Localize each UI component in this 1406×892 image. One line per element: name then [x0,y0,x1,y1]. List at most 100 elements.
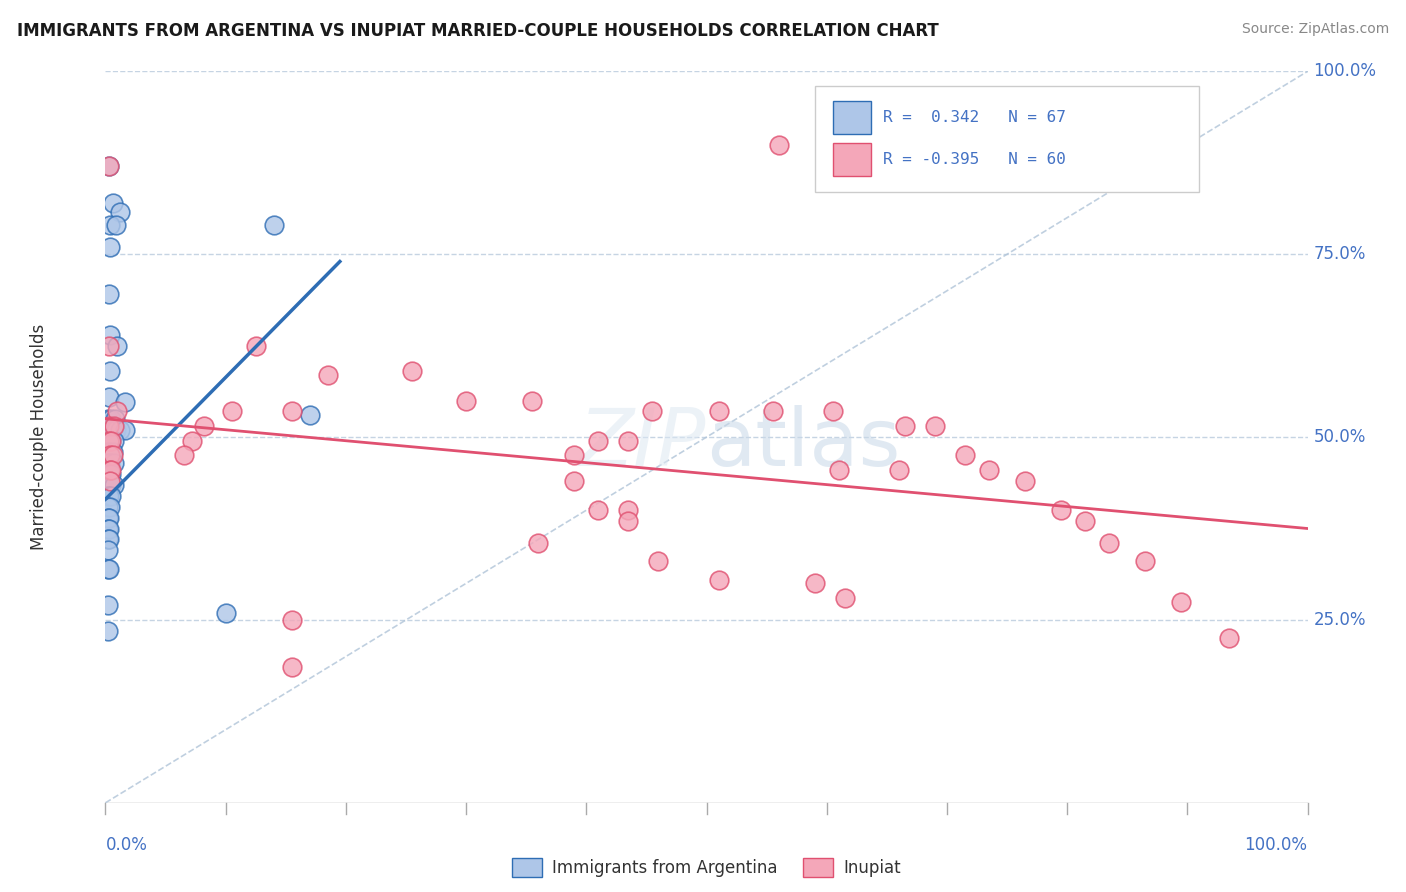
Point [454,393,477,408]
Legend: Immigrants from Argentina, Inupiat: Immigrants from Argentina, Inupiat [506,851,907,884]
Point [103,419,125,434]
Text: ZIP: ZIP [579,405,707,483]
Point [617,503,640,517]
Point [98,287,121,301]
Point [100,463,122,477]
Point [562,474,585,488]
Bar [832,143,872,176]
Point [103,477,125,491]
Point [263,218,285,232]
Point [97,543,120,558]
Point [1014,474,1036,488]
Point [101,444,124,458]
Point [98,434,121,448]
Point [105,423,128,437]
Point [104,412,127,426]
Point [98,444,121,458]
Point [97,477,120,491]
Point [98,467,121,481]
Point [97,467,120,481]
Point [181,434,204,448]
Point [100,489,122,503]
Text: 25.0%: 25.0% [1313,611,1367,629]
Point [108,204,131,219]
Point [522,393,544,408]
Point [98,390,121,404]
Text: 50.0%: 50.0% [1313,428,1367,446]
Point [298,408,321,422]
Point [114,395,136,409]
Point [887,463,910,477]
Point [101,449,124,463]
Point [245,338,267,352]
Point [100,434,122,448]
Point [98,364,121,378]
Point [647,554,669,568]
Point [588,503,610,517]
Point [98,510,121,524]
Point [768,137,790,152]
Point [562,449,585,463]
Point [100,434,122,448]
Point [98,419,121,434]
Point [1135,554,1157,568]
Point [98,456,121,470]
Point [834,591,856,605]
Point [1218,632,1240,646]
Point [924,419,946,434]
Point [98,521,121,535]
Point [316,368,339,382]
Point [588,434,610,448]
Point [98,327,121,342]
Point [97,510,120,524]
Point [894,419,917,434]
Point [97,444,120,458]
Point [98,477,121,491]
Point [100,467,122,481]
Point [98,500,121,514]
Point [97,489,120,503]
Point [98,423,121,437]
Point [107,338,129,352]
Text: R =  0.342   N = 67: R = 0.342 N = 67 [883,110,1066,125]
Point [98,160,121,174]
Point [98,489,121,503]
Point [97,412,120,426]
Point [828,463,851,477]
Point [401,364,423,378]
Text: 0.0%: 0.0% [105,836,148,854]
Point [97,624,120,638]
Point [98,434,121,448]
Point [103,434,125,448]
Point [97,533,120,547]
Point [803,576,825,591]
FancyBboxPatch shape [814,86,1199,192]
Point [281,404,304,418]
Point [1098,536,1121,550]
Point [97,521,120,535]
Point [108,423,131,437]
Point [105,218,128,232]
Point [98,160,121,174]
Text: R = -0.395   N = 60: R = -0.395 N = 60 [883,152,1066,167]
Point [98,533,121,547]
Point [101,196,124,211]
Point [281,660,304,674]
Point [821,404,844,418]
Point [97,456,120,470]
Point [1170,594,1192,608]
Point [103,456,125,470]
Point [617,434,640,448]
Point [221,404,243,418]
Point [214,606,236,620]
Text: Source: ZipAtlas.com: Source: ZipAtlas.com [1241,22,1389,37]
Point [97,500,120,514]
Point [98,474,121,488]
Point [103,423,125,437]
Point [98,449,121,463]
Point [97,562,120,576]
Point [173,449,195,463]
Point [1074,514,1097,528]
Point [98,240,121,254]
Point [1050,503,1073,517]
